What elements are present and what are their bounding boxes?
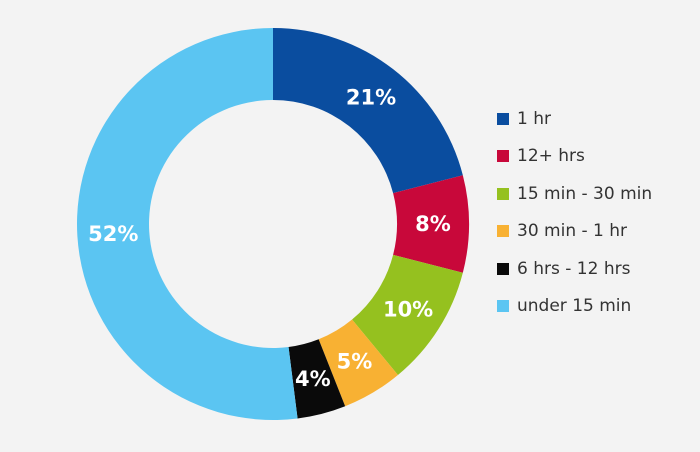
legend-swatch — [497, 225, 509, 238]
donut-slice — [352, 254, 463, 376]
legend-item-under-15-min: under 15 min — [497, 288, 652, 326]
legend-swatch — [497, 112, 509, 125]
slice-data-label: 10% — [383, 298, 433, 322]
legend-swatch — [497, 300, 509, 313]
slice-data-label: 21% — [346, 86, 396, 110]
donut-slice — [393, 175, 469, 273]
legend-label: 15 min - 30 min — [517, 183, 653, 204]
slice-data-label: 8% — [415, 212, 451, 236]
legend-label: under 15 min — [517, 296, 632, 317]
legend-item-30-min-1-hr: 30 min - 1 hr — [497, 213, 652, 251]
donut-slice — [318, 319, 398, 407]
legend-item-6-12-hrs: 6 hrs - 12 hrs — [497, 250, 652, 288]
legend: 1 hr 12+ hrs 15 min - 30 min 30 min - 1 … — [497, 100, 652, 325]
legend-item-1-hr: 1 hr — [497, 100, 652, 138]
legend-label: 30 min - 1 hr — [517, 221, 628, 242]
donut-slice — [273, 28, 463, 194]
legend-label: 6 hrs - 12 hrs — [517, 258, 631, 279]
legend-item-12-plus-hrs: 12+ hrs — [497, 138, 652, 176]
donut-slice — [288, 339, 346, 419]
slice-data-label: 52% — [88, 222, 138, 246]
slice-data-label: 4% — [295, 367, 331, 391]
legend-label: 1 hr — [517, 108, 551, 129]
slice-data-label: 5% — [337, 350, 373, 374]
legend-swatch — [497, 187, 509, 200]
legend-item-15-30-min: 15 min - 30 min — [497, 175, 652, 213]
donut-slice — [76, 28, 298, 420]
legend-label: 12+ hrs — [517, 146, 585, 167]
legend-swatch — [497, 150, 509, 163]
legend-swatch — [497, 262, 509, 275]
